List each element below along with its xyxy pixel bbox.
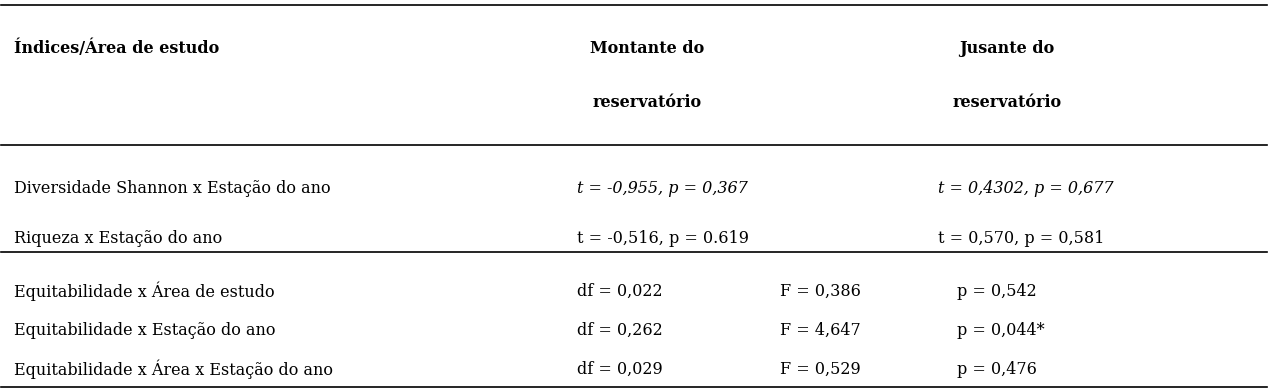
Text: F = 0,529: F = 0,529 [780, 361, 860, 378]
Text: t = -0,955, p = 0,367: t = -0,955, p = 0,367 [577, 180, 748, 197]
Text: F = 0,386: F = 0,386 [780, 283, 861, 300]
Text: t = -0,516, p = 0.619: t = -0,516, p = 0.619 [577, 230, 749, 247]
Text: Equitabilidade x Área x Estação do ano: Equitabilidade x Área x Estação do ano [14, 359, 333, 379]
Text: Equitabilidade x Área de estudo: Equitabilidade x Área de estudo [14, 281, 275, 301]
Text: Montante do: Montante do [590, 40, 704, 56]
Text: Jusante do: Jusante do [960, 40, 1055, 56]
Text: t = 0,4302, p = 0,677: t = 0,4302, p = 0,677 [937, 180, 1113, 197]
Text: df = 0,029: df = 0,029 [577, 361, 663, 378]
Text: Equitabilidade x Estação do ano: Equitabilidade x Estação do ano [14, 322, 275, 339]
Text: F = 4,647: F = 4,647 [780, 322, 860, 339]
Text: Riqueza x Estação do ano: Riqueza x Estação do ano [14, 230, 222, 247]
Text: df = 0,262: df = 0,262 [577, 322, 663, 339]
Text: df = 0,022: df = 0,022 [577, 283, 663, 300]
Text: reservatório: reservatório [592, 94, 701, 111]
Text: Índices/Área de estudo: Índices/Área de estudo [14, 39, 219, 57]
Text: p = 0,542: p = 0,542 [956, 283, 1036, 300]
Text: p = 0,044*: p = 0,044* [956, 322, 1045, 339]
Text: p = 0,476: p = 0,476 [956, 361, 1036, 378]
Text: Diversidade Shannon x Estação do ano: Diversidade Shannon x Estação do ano [14, 180, 331, 197]
Text: t = 0,570, p = 0,581: t = 0,570, p = 0,581 [937, 230, 1104, 247]
Text: reservatório: reservatório [952, 94, 1061, 111]
